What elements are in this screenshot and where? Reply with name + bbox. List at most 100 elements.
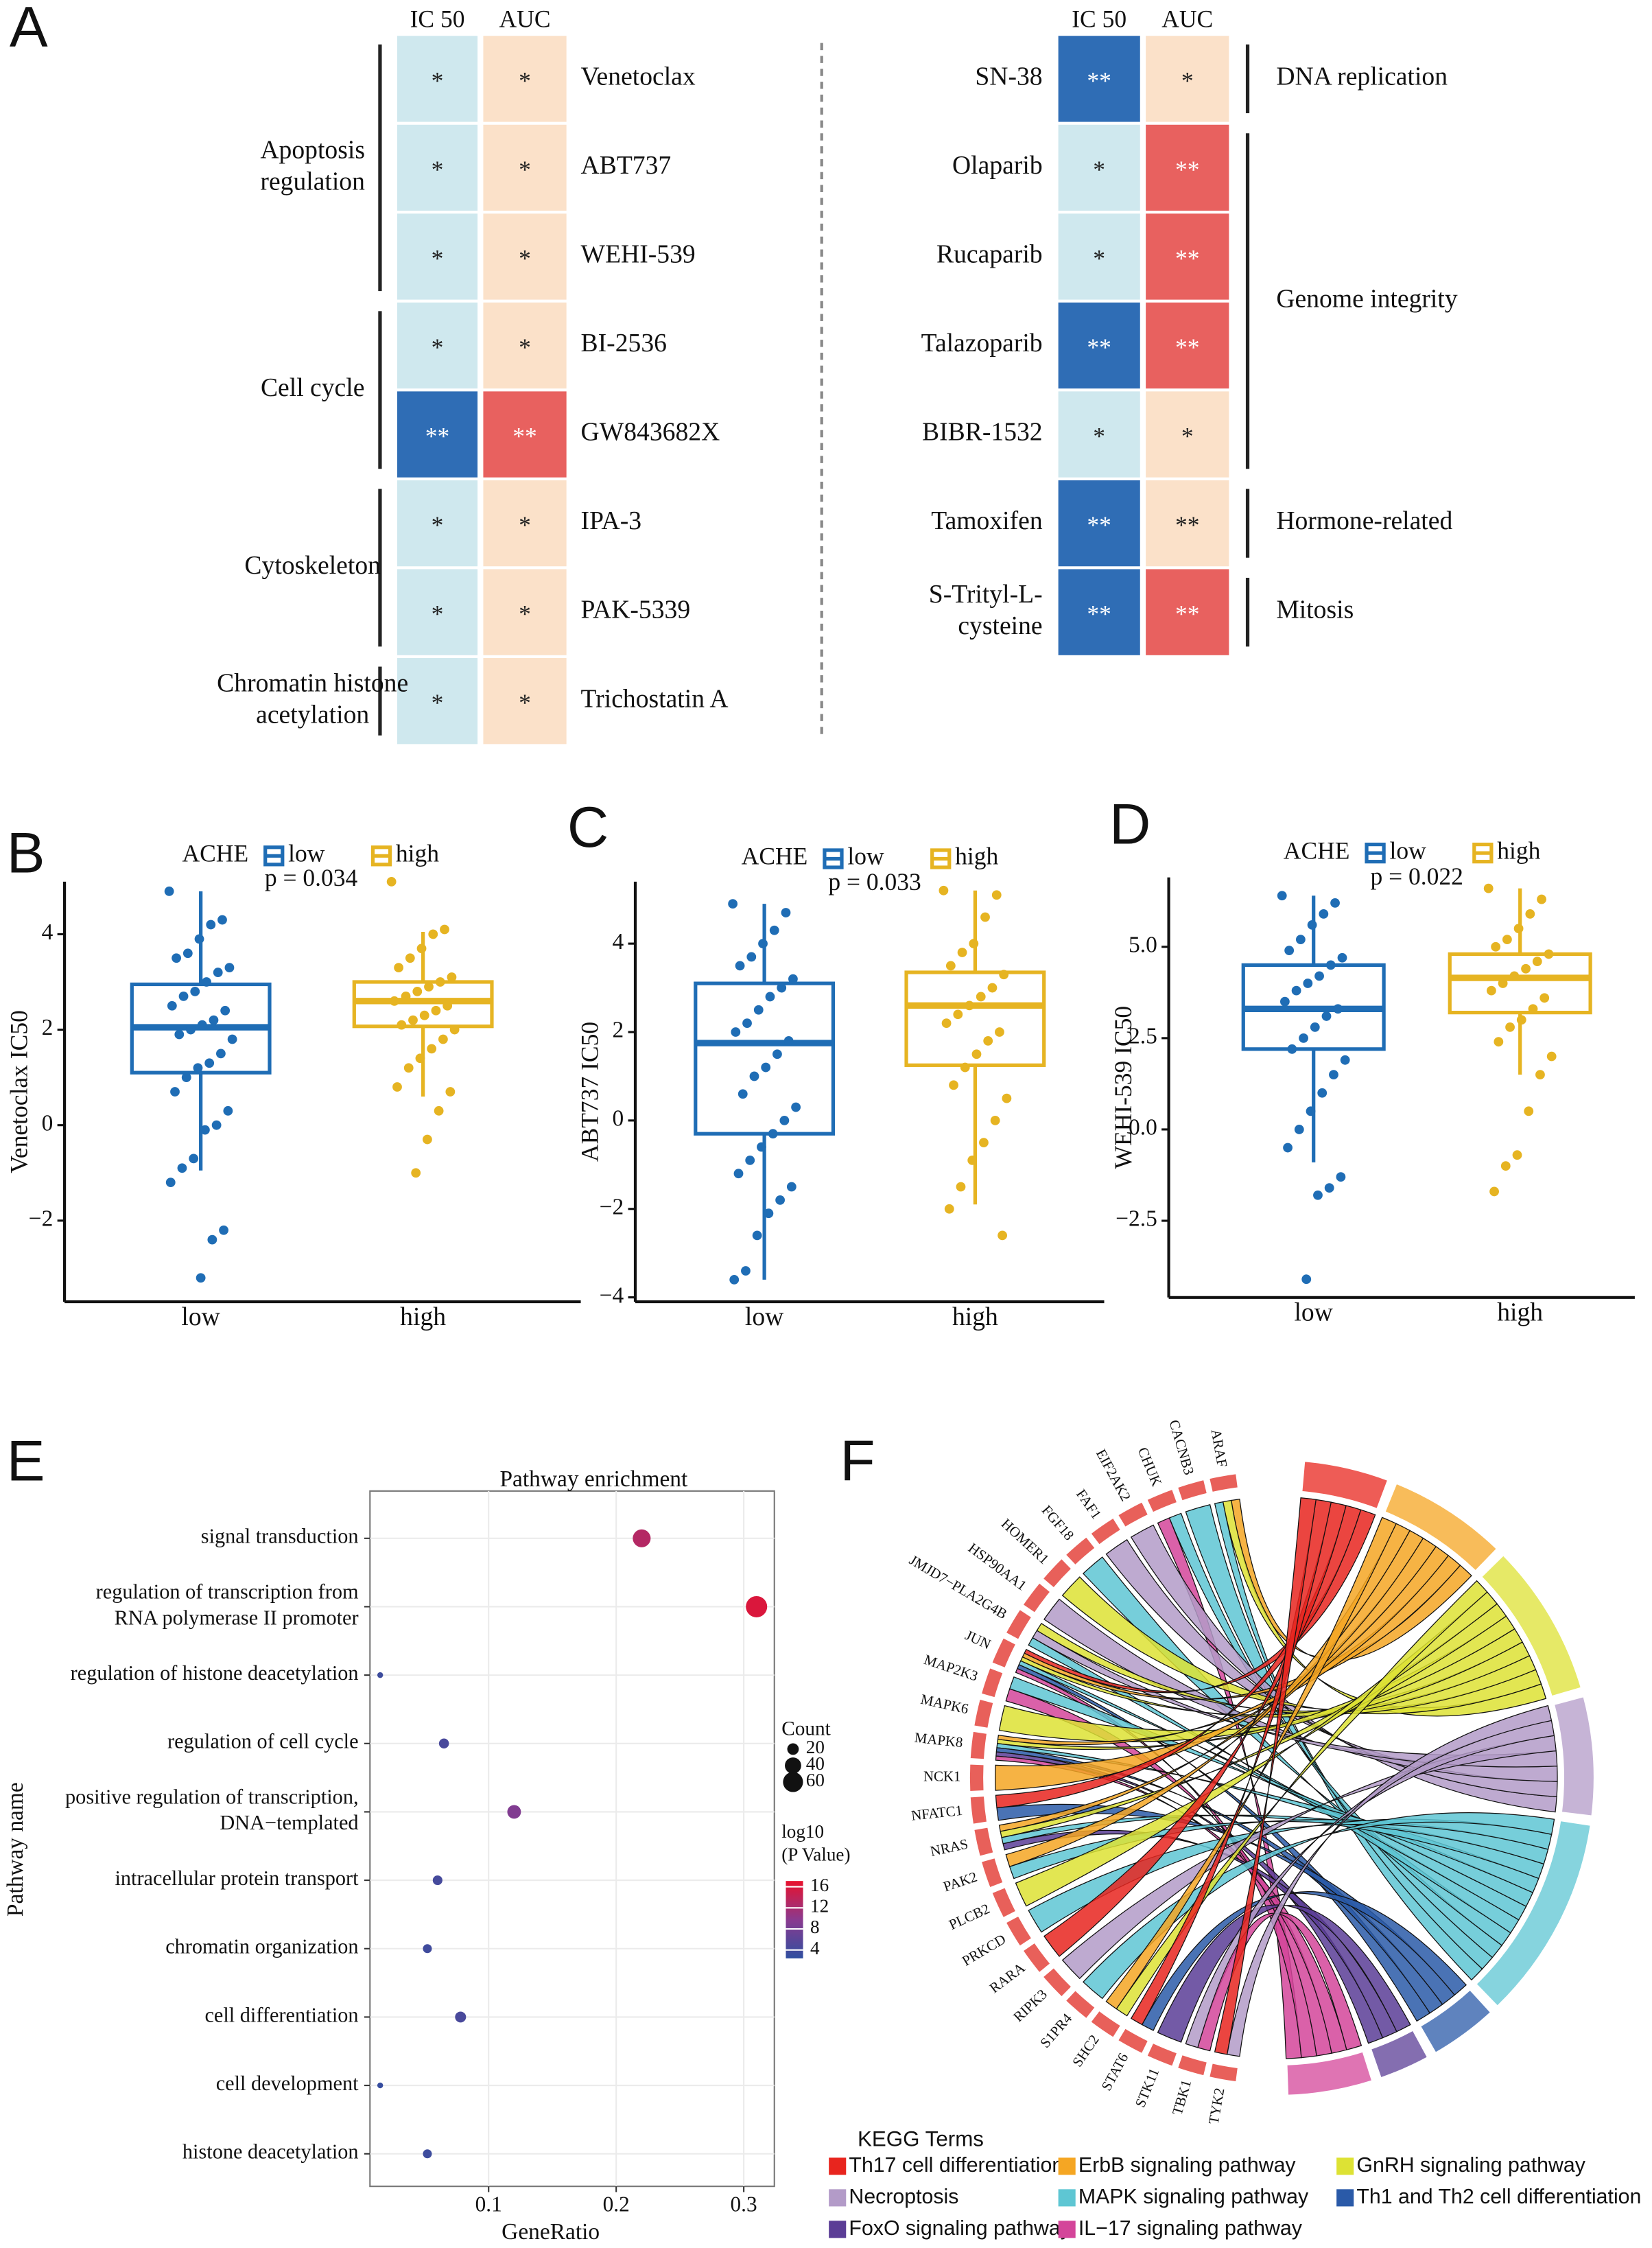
data-point: [742, 1018, 752, 1029]
heat-cell: [1146, 213, 1229, 300]
cell-label: **: [512, 422, 537, 449]
dot: [377, 1672, 384, 1678]
gene-arc: [1089, 1517, 1122, 1546]
x-tick-label: 0.2: [603, 2192, 630, 2216]
data-point: [768, 1129, 778, 1139]
column-header: AUC: [1161, 5, 1213, 33]
data-point: [1321, 1011, 1332, 1021]
data-point: [990, 1115, 1000, 1125]
x-tick-label: high: [952, 1302, 998, 1331]
data-point: [211, 1120, 222, 1130]
y-tick-label: histone deacetylation: [182, 2140, 359, 2164]
data-point: [216, 1049, 226, 1059]
data-point: [772, 1049, 782, 1059]
heat-cell: [1146, 302, 1229, 389]
heat-cell: [397, 569, 478, 655]
gene-arc: [1089, 2009, 1122, 2039]
cell-label: *: [519, 244, 531, 272]
heat-cell: [483, 657, 567, 745]
data-point: [197, 1020, 207, 1030]
data-point: [976, 992, 986, 1002]
data-point: [1491, 941, 1501, 952]
legend-swatch: [829, 2221, 847, 2238]
legend-title: ACHE: [182, 839, 248, 867]
heat-cell: [397, 213, 478, 300]
cell-label: *: [519, 600, 531, 628]
term-arc: [1285, 2049, 1374, 2097]
gene-arc: [1146, 2042, 1178, 2068]
data-point: [979, 1138, 989, 1147]
term-arc: [1474, 1818, 1593, 2009]
data-point: [193, 1063, 203, 1073]
cell-label: *: [519, 156, 531, 183]
data-point: [998, 1230, 1008, 1241]
heat-cell: [397, 124, 478, 211]
y-axis-label: WEHI-539 IC50: [1109, 1006, 1137, 1169]
size-legend-dot: [783, 1772, 803, 1792]
data-point: [1337, 952, 1347, 963]
data-point: [965, 1000, 974, 1011]
data-point: [1303, 979, 1313, 988]
data-point: [733, 1169, 744, 1179]
y-tick-label: 2: [42, 1015, 54, 1040]
data-point: [991, 890, 1002, 900]
cell-label: **: [1175, 156, 1200, 183]
legend-title: KEGG Terms: [858, 2127, 984, 2151]
data-point: [416, 944, 427, 954]
gene-arc: [980, 1857, 1004, 1889]
y-tick-label: 4: [613, 929, 624, 955]
data-point: [728, 899, 738, 909]
data-point: [1494, 1037, 1504, 1047]
cell-label: *: [1093, 422, 1105, 449]
gene-arc: [969, 1795, 988, 1825]
data-point: [746, 952, 757, 962]
data-point: [1486, 985, 1496, 996]
color-bar: [786, 1881, 803, 1958]
data-point: [217, 915, 227, 925]
legend-swatch: [1058, 2189, 1076, 2207]
x-tick-label: 0.3: [731, 2192, 757, 2216]
data-point: [741, 1266, 751, 1276]
heat-cell: [1058, 480, 1140, 567]
data-point: [960, 1062, 970, 1073]
term-arc: [1418, 1987, 1494, 2055]
data-point: [1516, 1015, 1526, 1025]
data-point: [196, 1273, 206, 1283]
data-point: [757, 1142, 766, 1152]
legend-title: ACHE: [742, 843, 808, 870]
gene-arc: [1117, 2027, 1149, 2054]
panel-label: F: [840, 1428, 875, 1492]
heat-cell: [1146, 124, 1229, 211]
data-point: [1319, 909, 1329, 919]
y-tick-label: 2.5: [1129, 1024, 1157, 1049]
legend-swatch: [1058, 2157, 1076, 2175]
heat-cell: [1146, 569, 1229, 655]
drug-name: Talazoparib: [921, 329, 1043, 358]
legend-label: ErbB signaling pathway: [1078, 2154, 1297, 2177]
data-point: [987, 983, 998, 993]
data-point: [405, 953, 415, 963]
gene-arc: [1004, 1608, 1033, 1641]
gene-arc: [1208, 2062, 1239, 2083]
data-point: [186, 1025, 196, 1035]
drug-name: Venetoclax: [581, 62, 696, 91]
y-tick-label: −2: [600, 1194, 624, 1219]
drug-name: ABT737: [581, 151, 672, 180]
cell-label: *: [432, 156, 444, 183]
column-header: AUC: [499, 5, 551, 33]
dot: [432, 1875, 442, 1886]
box: [694, 981, 836, 1136]
data-point: [178, 991, 189, 1001]
drug-name: S-Trityl-L-cysteine: [929, 580, 1043, 640]
data-point: [731, 1027, 741, 1037]
cell-label: *: [1181, 67, 1194, 94]
group-label: Hormone-related: [1276, 506, 1452, 535]
group-label: Genome integrity: [1276, 284, 1457, 313]
data-point: [969, 939, 979, 949]
drug-name: WEHI-539: [581, 240, 696, 269]
data-point: [1294, 1125, 1304, 1134]
heat-cell: [1058, 36, 1140, 122]
dot: [507, 1805, 521, 1819]
data-point: [786, 1182, 796, 1192]
